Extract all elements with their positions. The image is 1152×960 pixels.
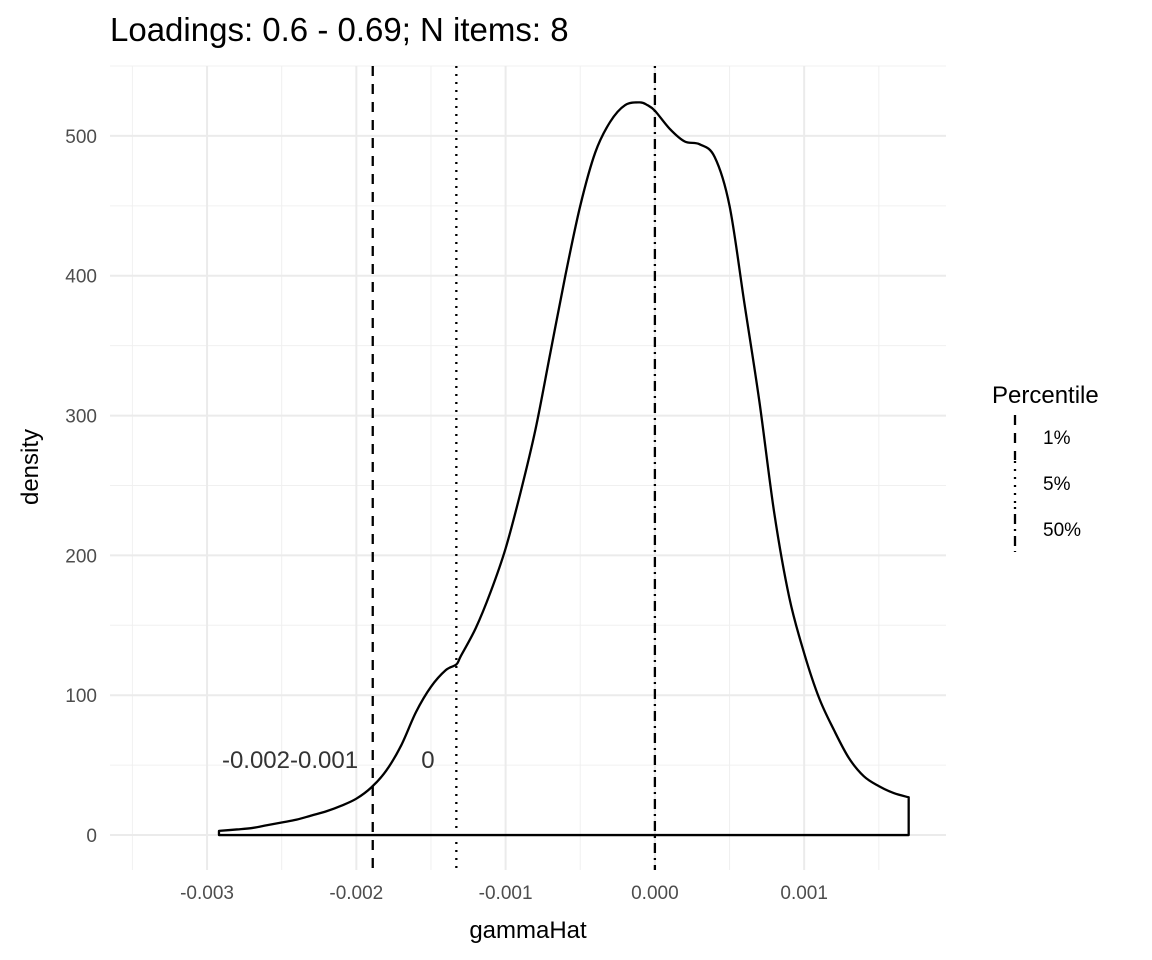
annotations: -0.002-0.001 0 [222,747,435,774]
x-tick-label: -0.003 [180,883,234,904]
legend: Percentile 1% 5% 50% [992,382,1099,552]
legend-label: 1% [1043,428,1071,449]
y-tick-label: 300 [65,407,97,428]
y-tick-label: 500 [65,127,97,148]
x-tick-label: -0.002 [329,883,383,904]
y-axis-ticks: 0 100 200 300 400 500 [65,127,97,847]
density-curve [217,101,910,837]
x-axis-title: gammaHat [469,917,587,944]
legend-title: Percentile [992,382,1099,409]
y-axis-title: density [17,429,44,505]
annotation-label: -0.002-0.001 [222,747,358,774]
legend-label: 50% [1043,520,1081,541]
y-tick-label: 0 [86,826,97,847]
legend-label: 5% [1043,474,1071,495]
y-tick-label: 100 [65,686,97,707]
x-tick-label: 0.000 [631,883,679,904]
y-tick-label: 200 [65,546,97,567]
chart-title: Loadings: 0.6 - 0.69; N items: 8 [110,11,569,48]
annotation-label: 0 [421,747,434,774]
y-tick-label: 400 [65,267,97,288]
x-axis-ticks: -0.003 -0.002 -0.001 0.000 0.001 [180,883,828,904]
minor-gridlines [110,65,946,870]
x-tick-label: 0.001 [780,883,828,904]
x-tick-label: -0.001 [479,883,533,904]
percentile-lines [371,66,657,870]
